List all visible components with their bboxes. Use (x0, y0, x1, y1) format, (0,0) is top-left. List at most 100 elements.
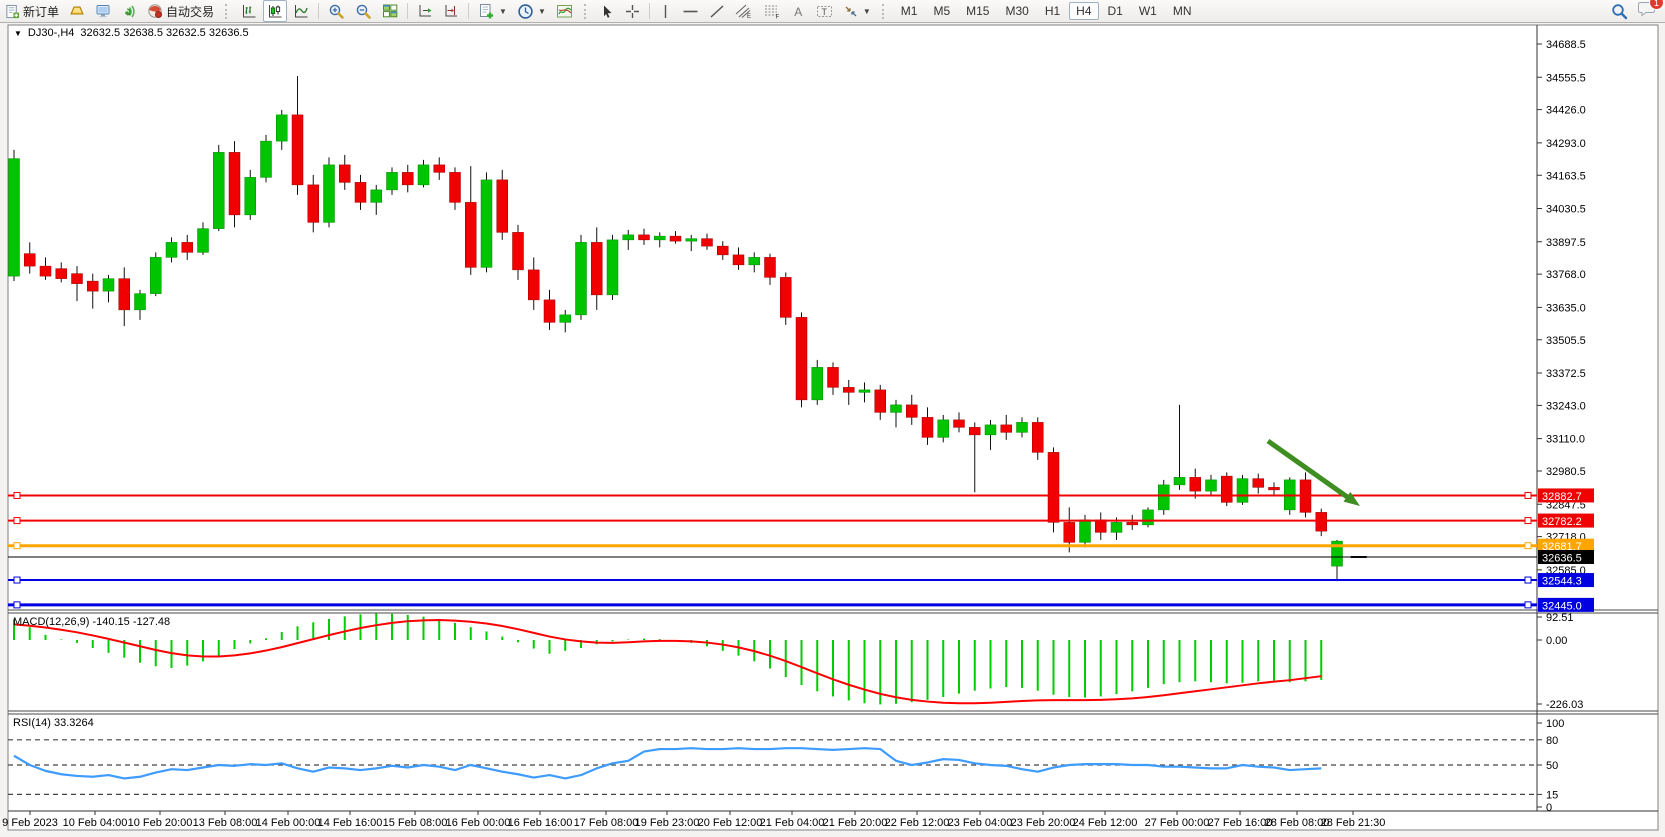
candle-body (1126, 522, 1138, 526)
candles-layer (8, 76, 1343, 582)
new-template-button[interactable]: ▼ (474, 0, 511, 22)
candle-body (1173, 477, 1186, 486)
candle-body (1236, 478, 1249, 503)
line-drag-handle[interactable] (13, 601, 21, 609)
zoom-in-button[interactable] (324, 0, 349, 22)
publish-monitor-icon (96, 5, 110, 18)
timeframe-w1[interactable]: W1 (1138, 4, 1157, 18)
period-dropdown-caret[interactable]: ▼ (537, 6, 546, 16)
current-price-line[interactable]: 32636.5 (8, 550, 1594, 565)
macd-label: MACD(12,26,9) -140.15 -127.48 (13, 616, 170, 628)
timeframe-m30[interactable]: M30 (1005, 4, 1029, 18)
trendline-button[interactable] (705, 0, 729, 22)
market-gold-icon (70, 6, 84, 15)
candle-body (1079, 519, 1091, 543)
svg-text:80: 80 (1546, 735, 1558, 747)
svg-text:22 Feb 12:00: 22 Feb 12:00 (885, 817, 950, 829)
candle-body (701, 238, 713, 247)
price-label-badge (1538, 550, 1594, 564)
new-order-icon (6, 4, 20, 18)
svg-text:34688.5: 34688.5 (1546, 39, 1586, 51)
candlestick-chart-type-button[interactable] (263, 0, 288, 22)
svg-text:15 Feb 08:00: 15 Feb 08:00 (383, 817, 448, 829)
candle-body (1221, 475, 1233, 503)
candle-body (197, 228, 209, 253)
timeframe-mn[interactable]: MN (1172, 4, 1192, 18)
line-drag-handle[interactable] (1524, 491, 1532, 499)
candle-body (654, 235, 666, 241)
candle-body (953, 419, 965, 428)
text-label-button[interactable]: T (812, 0, 837, 22)
candle-body (118, 278, 130, 311)
template-icon (480, 3, 494, 18)
price-label-badge (1538, 573, 1594, 588)
auto-scroll-button[interactable] (413, 0, 437, 22)
price-label-badge (1538, 513, 1594, 528)
timeframe-m5[interactable]: M5 (933, 4, 951, 18)
horizontal-level-line[interactable]: 32882.7 (8, 488, 1594, 503)
svg-text:32544.3: 32544.3 (1542, 576, 1582, 588)
timeframe-m15[interactable]: M15 (966, 4, 990, 18)
equidistant-channel-button[interactable]: E (731, 0, 757, 22)
timeframe-group: M1 M5 M15 M30 H1 H4 D1 W1 MN (893, 2, 1200, 20)
svg-text:92.51: 92.51 (1546, 612, 1574, 624)
time-axis[interactable]: 9 Feb 2023 10 Feb 04:00 10 Feb 20:00 13 Feb… (2, 811, 1385, 829)
horizontal-line-button[interactable] (678, 0, 703, 22)
chart-shift-button[interactable] (439, 0, 463, 22)
line-drag-handle[interactable] (1524, 542, 1532, 550)
candle-body (307, 184, 319, 223)
macd-panel: MACD(12,26,9) -140.15 -127.48 92.51 0.00 -2… (13, 612, 1583, 711)
new-order-button[interactable]: 新订单 (1, 0, 63, 22)
indicators-button[interactable] (552, 0, 577, 22)
template-dropdown-caret[interactable]: ▼ (499, 6, 507, 16)
svg-text:15: 15 (1546, 789, 1558, 801)
timeframe-h1[interactable]: H1 (1044, 4, 1061, 18)
arrows-button[interactable]: ▼ (839, 0, 875, 22)
line-chart-type-button[interactable] (289, 0, 313, 22)
svg-text:13 Feb 08:00: 13 Feb 08:00 (193, 817, 258, 829)
timeframe-h4[interactable]: H4 (1069, 2, 1099, 20)
crosshair-button[interactable] (621, 0, 644, 22)
signals-button[interactable] (117, 0, 141, 22)
line-drag-handle[interactable] (1524, 517, 1532, 525)
chart-ohlc-values: 32632.5 32638.5 32632.5 32636.5 (80, 27, 249, 39)
candle-body (1110, 522, 1123, 533)
autotrading-button[interactable]: 自动交易 (143, 0, 218, 22)
market-button[interactable] (65, 0, 89, 22)
svg-text:33505.5: 33505.5 (1546, 335, 1586, 347)
candle-body (71, 273, 83, 284)
line-drag-handle[interactable] (1524, 576, 1532, 584)
horizontal-level-line[interactable]: 32445.0 (8, 597, 1594, 613)
line-drag-handle[interactable] (13, 491, 21, 499)
clock-icon (518, 3, 533, 19)
text-button[interactable]: A (787, 0, 810, 22)
candle-body (874, 389, 886, 413)
timeframe-m1[interactable]: M1 (900, 4, 918, 18)
line-drag-handle[interactable] (1524, 601, 1532, 609)
arrows-dropdown-caret[interactable]: ▼ (862, 6, 871, 16)
vertical-line-button[interactable] (655, 0, 676, 22)
svg-text:T: T (821, 7, 827, 17)
cursor-button[interactable] (596, 0, 619, 22)
annotation-arrow[interactable] (1266, 438, 1360, 506)
period-button[interactable]: ▼ (513, 0, 550, 22)
line-drag-handle[interactable] (13, 517, 21, 525)
price-label-badge (1538, 538, 1594, 553)
tile-windows-button[interactable] (378, 0, 402, 22)
svg-text:33768.0: 33768.0 (1546, 269, 1586, 281)
notifications-button[interactable]: 1 (1638, 0, 1664, 22)
timeframe-d1[interactable]: D1 (1107, 4, 1123, 18)
zoom-out-button[interactable] (351, 0, 376, 22)
candle-body (890, 404, 902, 413)
fibonacci-button[interactable]: F (759, 0, 785, 22)
chart-collapse-icon[interactable]: ▼ (14, 28, 22, 38)
bar-chart-type-button[interactable] (237, 0, 261, 22)
horizontal-level-line[interactable]: 32544.3 (8, 573, 1594, 588)
publish-button[interactable] (91, 0, 115, 22)
search-icon[interactable] (1611, 3, 1628, 20)
horizontal-level-line[interactable]: 32782.2 (8, 513, 1594, 529)
candle-body (433, 164, 445, 173)
line-drag-handle[interactable] (13, 542, 21, 550)
candle-body (858, 389, 871, 393)
line-drag-handle[interactable] (13, 576, 21, 584)
